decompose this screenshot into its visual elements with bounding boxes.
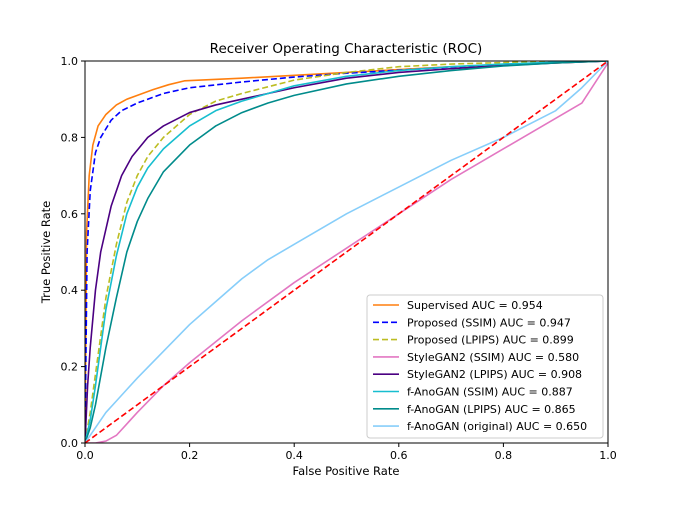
legend-label-6: f-AnoGAN (LPIPS) AUC = 0.865: [407, 403, 576, 416]
y-tick-label-1: 0.2: [61, 361, 79, 374]
legend-label-3: StyleGAN2 (SSIM) AUC = 0.580: [407, 351, 579, 364]
plot-area: 0.0 0.2 0.4 0.6 0.8 1.0 0.0 0.2 0.4 0.6 0.8 1.0: [61, 55, 617, 462]
series-line-7: [85, 61, 608, 443]
y-tick-label-0: 0.0: [61, 437, 79, 450]
y-tick-label-3: 0.6: [61, 208, 79, 221]
legend-label-7: f-AnoGAN (original) AUC = 0.650: [407, 420, 587, 433]
y-axis-label: True Positive Rate: [39, 201, 53, 304]
legend-label-4: StyleGAN2 (LPIPS) AUC = 0.908: [407, 368, 582, 381]
x-axis-label: False Positive Rate: [293, 464, 400, 478]
x-tick-label-3: 0.6: [390, 449, 408, 462]
series-group: [85, 61, 608, 443]
y-tick-label-4: 0.8: [61, 131, 79, 144]
chart-title: Receiver Operating Characteristic (ROC): [210, 41, 483, 57]
x-tick-label-1: 0.2: [181, 449, 199, 462]
y-tick-label-5: 1.0: [61, 55, 79, 68]
x-tick-label-0: 0.0: [76, 449, 94, 462]
series-line-5: [85, 61, 608, 443]
series-line-6: [85, 61, 608, 443]
legend-label-2: Proposed (LPIPS) AUC = 0.899: [407, 334, 574, 347]
legend-label-1: Proposed (SSIM) AUC = 0.947: [407, 316, 571, 329]
series-line-2: [85, 61, 608, 443]
series-line-4: [85, 61, 608, 443]
legend-label-0: Supervised AUC = 0.954: [407, 299, 543, 312]
plot-frame: [84, 60, 609, 444]
legend: Supervised AUC = 0.954 Proposed (SSIM) AU…: [366, 294, 604, 439]
y-tick-label-2: 0.4: [61, 284, 79, 297]
legend-label-5: f-AnoGAN (SSIM) AUC = 0.887: [407, 386, 573, 399]
x-tick-label-5: 1.0: [599, 449, 617, 462]
series-line-3: [85, 62, 608, 443]
x-tick-label-2: 0.4: [285, 449, 303, 462]
x-tick-label-4: 0.8: [495, 449, 513, 462]
legend-box: [366, 294, 604, 439]
